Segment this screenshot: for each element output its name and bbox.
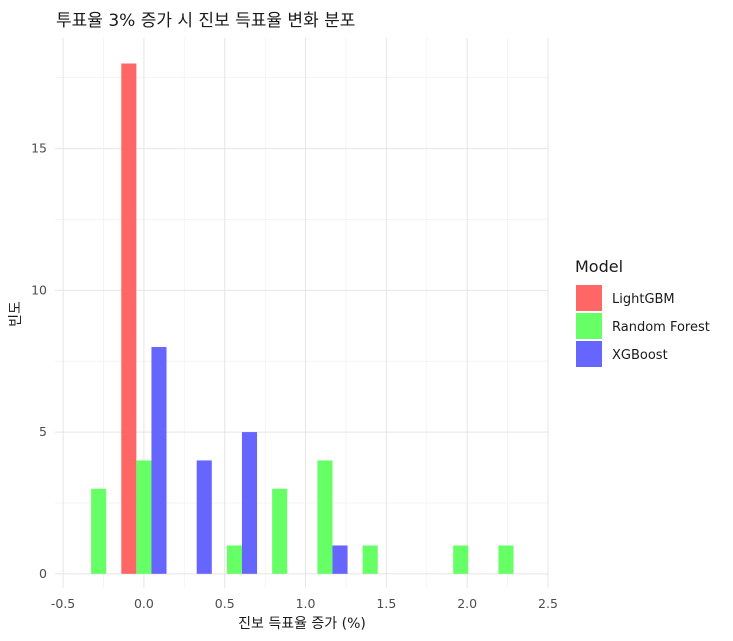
x-tick-label: 1.0 [296, 596, 316, 611]
legend-label: Random Forest [612, 320, 710, 335]
bar-random-forest [136, 460, 152, 574]
bar-random-forest [272, 488, 288, 574]
legend-label: XGBoost [612, 348, 668, 363]
grid [55, 38, 549, 588]
chart-title: 투표율 3% 증가 시 진보 득표율 변화 분포 [56, 11, 355, 31]
y-axis-title: 빈도 [8, 301, 24, 327]
bar-random-forest [226, 545, 242, 574]
y-tick-label: 15 [31, 141, 47, 156]
x-axis-ticks: -0.5 0.0 0.5 1.0 1.5 2.0 2.5 [51, 596, 558, 611]
bar-lightgbm [121, 63, 137, 574]
x-tick-label: 1.5 [376, 596, 396, 611]
x-tick-label: 0.5 [215, 596, 235, 611]
legend-swatch [576, 313, 602, 339]
bar-random-forest [362, 545, 378, 574]
bar-xgboost [332, 545, 348, 574]
bar-xgboost [151, 347, 167, 574]
legend-label: LightGBM [612, 292, 675, 307]
bars [91, 63, 514, 574]
y-axis-ticks: 0 5 10 15 [31, 141, 47, 581]
legend-title: Model [575, 257, 623, 276]
bar-random-forest [453, 545, 469, 574]
x-tick-label: -0.5 [51, 596, 75, 611]
y-tick-label: 10 [31, 282, 47, 297]
x-tick-label: 0.0 [134, 596, 154, 611]
y-tick-label: 0 [39, 566, 47, 581]
bar-random-forest [498, 545, 514, 574]
bar-random-forest [91, 488, 107, 574]
bar-xgboost [241, 432, 258, 574]
x-tick-label: 2.0 [457, 596, 477, 611]
legend: LightGBM Random Forest XGBoost [576, 285, 710, 367]
legend-swatch [576, 341, 602, 367]
y-tick-label: 5 [39, 424, 47, 439]
bar-xgboost [196, 460, 212, 574]
x-tick-label: 2.5 [538, 596, 558, 611]
bar-random-forest [317, 460, 333, 574]
x-axis-title: 진보 득표율 증가 (%) [238, 616, 366, 632]
legend-swatch [576, 285, 602, 311]
